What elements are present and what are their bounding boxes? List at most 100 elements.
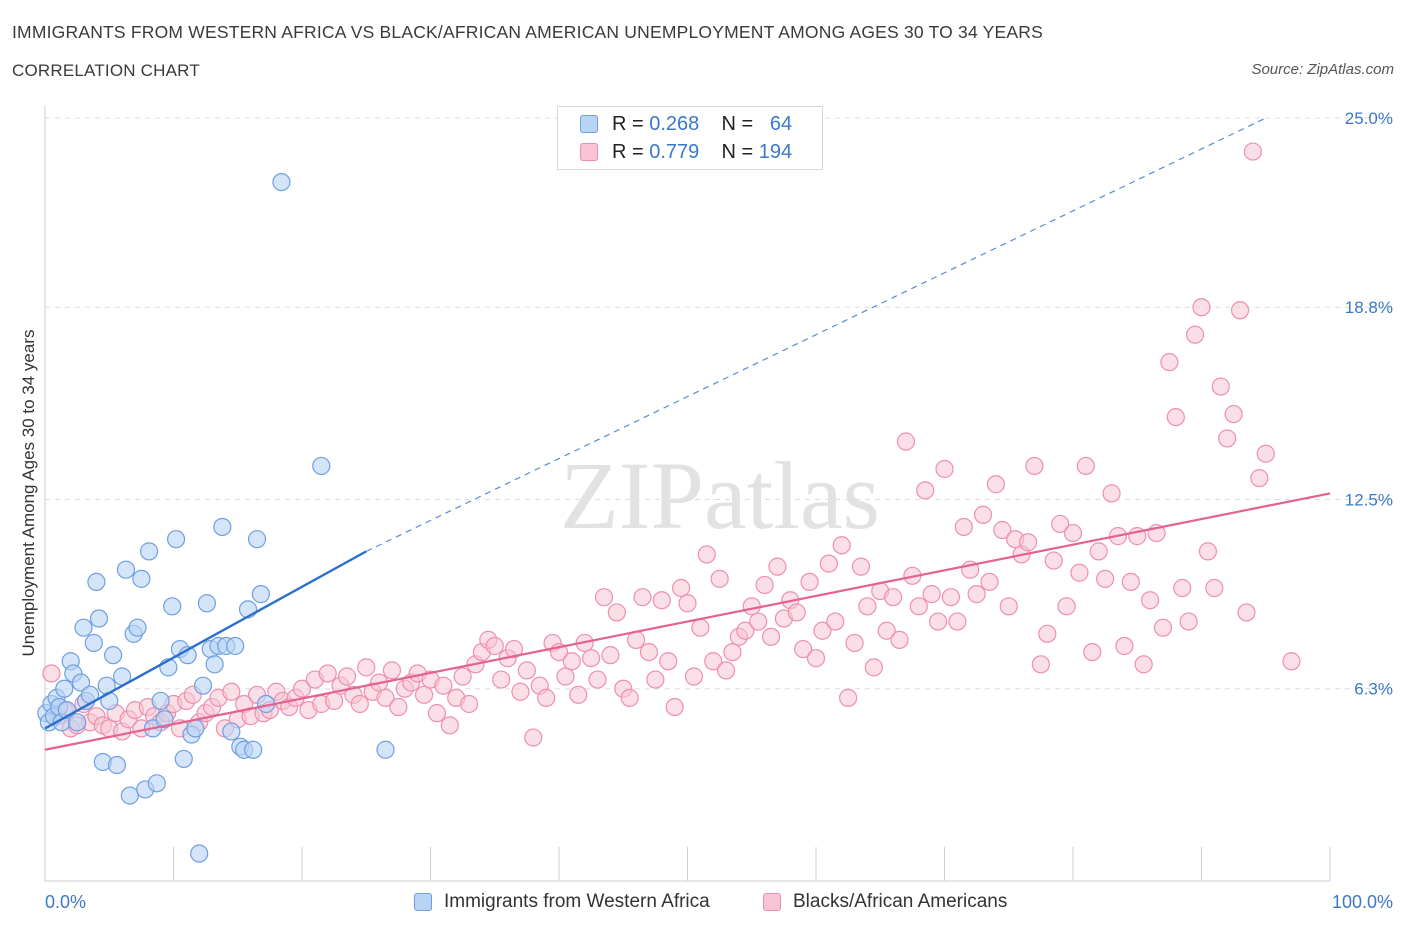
- x-tick-label-min: 0.0%: [45, 892, 86, 912]
- data-point-pink: [928, 612, 948, 631]
- data-point-blue: [186, 719, 205, 738]
- y-axis-label: Unemployment Among Ages 30 to 34 years: [19, 330, 38, 657]
- data-point-blue: [74, 618, 93, 637]
- data-point-blue: [89, 609, 109, 628]
- data-point-pink: [858, 597, 877, 616]
- data-point-pink: [1070, 563, 1089, 582]
- data-point-blue: [213, 517, 232, 537]
- data-point-blue: [244, 740, 263, 759]
- data-point-pink: [1185, 325, 1205, 344]
- data-point-pink: [382, 661, 402, 680]
- data-point-pink: [980, 572, 999, 592]
- legend-label: Blacks/African Americans: [793, 891, 1008, 912]
- n-label: N =: [721, 140, 754, 163]
- data-point-blue: [190, 844, 209, 863]
- data-point-pink: [42, 664, 61, 683]
- data-point-pink: [659, 652, 678, 671]
- data-point-pink: [684, 667, 704, 686]
- legend-swatch-blue: [580, 115, 598, 133]
- data-point-pink: [325, 691, 344, 711]
- data-point-pink: [337, 667, 357, 686]
- data-point-pink: [916, 481, 935, 500]
- data-point-pink: [1153, 618, 1173, 637]
- data-point-pink: [941, 588, 961, 607]
- data-point-blue: [247, 530, 267, 549]
- data-point-blue: [312, 456, 331, 476]
- data-point-pink: [633, 588, 652, 607]
- data-point-pink: [652, 591, 671, 610]
- legend-swatch-blue: [414, 893, 432, 911]
- data-point-pink: [1063, 523, 1083, 543]
- data-point-pink: [1218, 429, 1237, 448]
- trend-line-blue-extrapolated: [365, 117, 1267, 552]
- data-point-pink: [517, 661, 536, 680]
- data-point-pink: [556, 667, 575, 686]
- data-point-pink: [639, 642, 659, 662]
- data-point-pink: [948, 612, 967, 631]
- data-point-pink: [350, 694, 369, 714]
- data-point-blue: [68, 713, 87, 732]
- data-point-pink: [1115, 636, 1134, 656]
- y-tick-label: 6.3%: [1354, 680, 1393, 699]
- y-tick-label: 25.0%: [1345, 109, 1393, 128]
- data-point-pink: [832, 536, 851, 555]
- trend-line-pink: [44, 492, 1331, 751]
- data-point-pink: [1237, 603, 1256, 622]
- data-point-pink: [504, 639, 524, 659]
- data-point-pink: [935, 459, 954, 479]
- data-point-blue: [132, 569, 151, 588]
- data-point-pink: [1134, 655, 1153, 674]
- trend-lines: [44, 117, 1331, 751]
- data-point-pink: [1076, 456, 1095, 476]
- data-point-pink: [1166, 407, 1185, 427]
- data-point-blue: [71, 673, 91, 692]
- data-point-pink: [697, 545, 716, 564]
- data-point-pink: [691, 618, 710, 637]
- data-point-pink: [427, 704, 447, 723]
- data-point-blue: [107, 755, 127, 775]
- series-blacks-african-americans: [42, 142, 1301, 747]
- data-point-blue: [193, 676, 213, 695]
- data-point-pink: [582, 649, 601, 668]
- data-point-pink: [485, 636, 504, 656]
- chart-subtitle: CORRELATION CHART: [12, 61, 200, 80]
- data-point-pink: [839, 688, 858, 707]
- data-point-pink: [1179, 612, 1198, 631]
- data-point-pink: [292, 679, 312, 698]
- data-point-pink: [1096, 569, 1115, 588]
- data-point-pink: [890, 630, 909, 649]
- data-point-pink: [794, 639, 813, 659]
- data-point-blue: [151, 691, 170, 711]
- legend-item-western-africa[interactable]: Immigrants from Western Africa: [414, 888, 710, 916]
- data-point-blue: [205, 655, 224, 674]
- y-tick-labels: 6.3% 12.5% 18.8% 25.0%: [1345, 109, 1393, 699]
- stats-legend: R = 0.268 N = 64 R = 0.779 N = 194: [557, 106, 823, 170]
- data-point-pink: [1018, 533, 1038, 552]
- data-point-pink: [434, 676, 453, 695]
- watermark: ZIPatlas: [560, 442, 880, 549]
- data-point-pink: [1025, 456, 1044, 476]
- data-point-pink: [813, 621, 832, 640]
- data-point-pink: [1102, 484, 1121, 503]
- data-point-pink: [986, 475, 1006, 494]
- data-point-pink: [318, 664, 337, 683]
- data-point-pink: [1205, 578, 1224, 598]
- data-point-pink: [1044, 551, 1063, 570]
- n-value: 194: [758, 140, 793, 163]
- legend-item-black-african-american[interactable]: Blacks/African Americans: [763, 888, 1007, 916]
- data-point-pink: [704, 652, 723, 671]
- data-point-blue: [226, 636, 245, 656]
- x-tick-label-max: 100.0%: [1332, 892, 1393, 912]
- data-point-pink: [877, 621, 896, 640]
- data-point-pink: [999, 597, 1018, 616]
- data-point-pink: [851, 557, 871, 576]
- legend-swatch-pink: [580, 143, 598, 161]
- data-point-pink: [524, 728, 543, 747]
- data-point-pink: [896, 432, 916, 451]
- data-point-pink: [511, 682, 530, 701]
- data-point-pink: [954, 517, 973, 537]
- data-point-pink: [389, 697, 408, 717]
- data-point-pink: [749, 612, 768, 631]
- y-tick-label: 12.5%: [1345, 491, 1393, 510]
- data-point-pink: [973, 505, 993, 524]
